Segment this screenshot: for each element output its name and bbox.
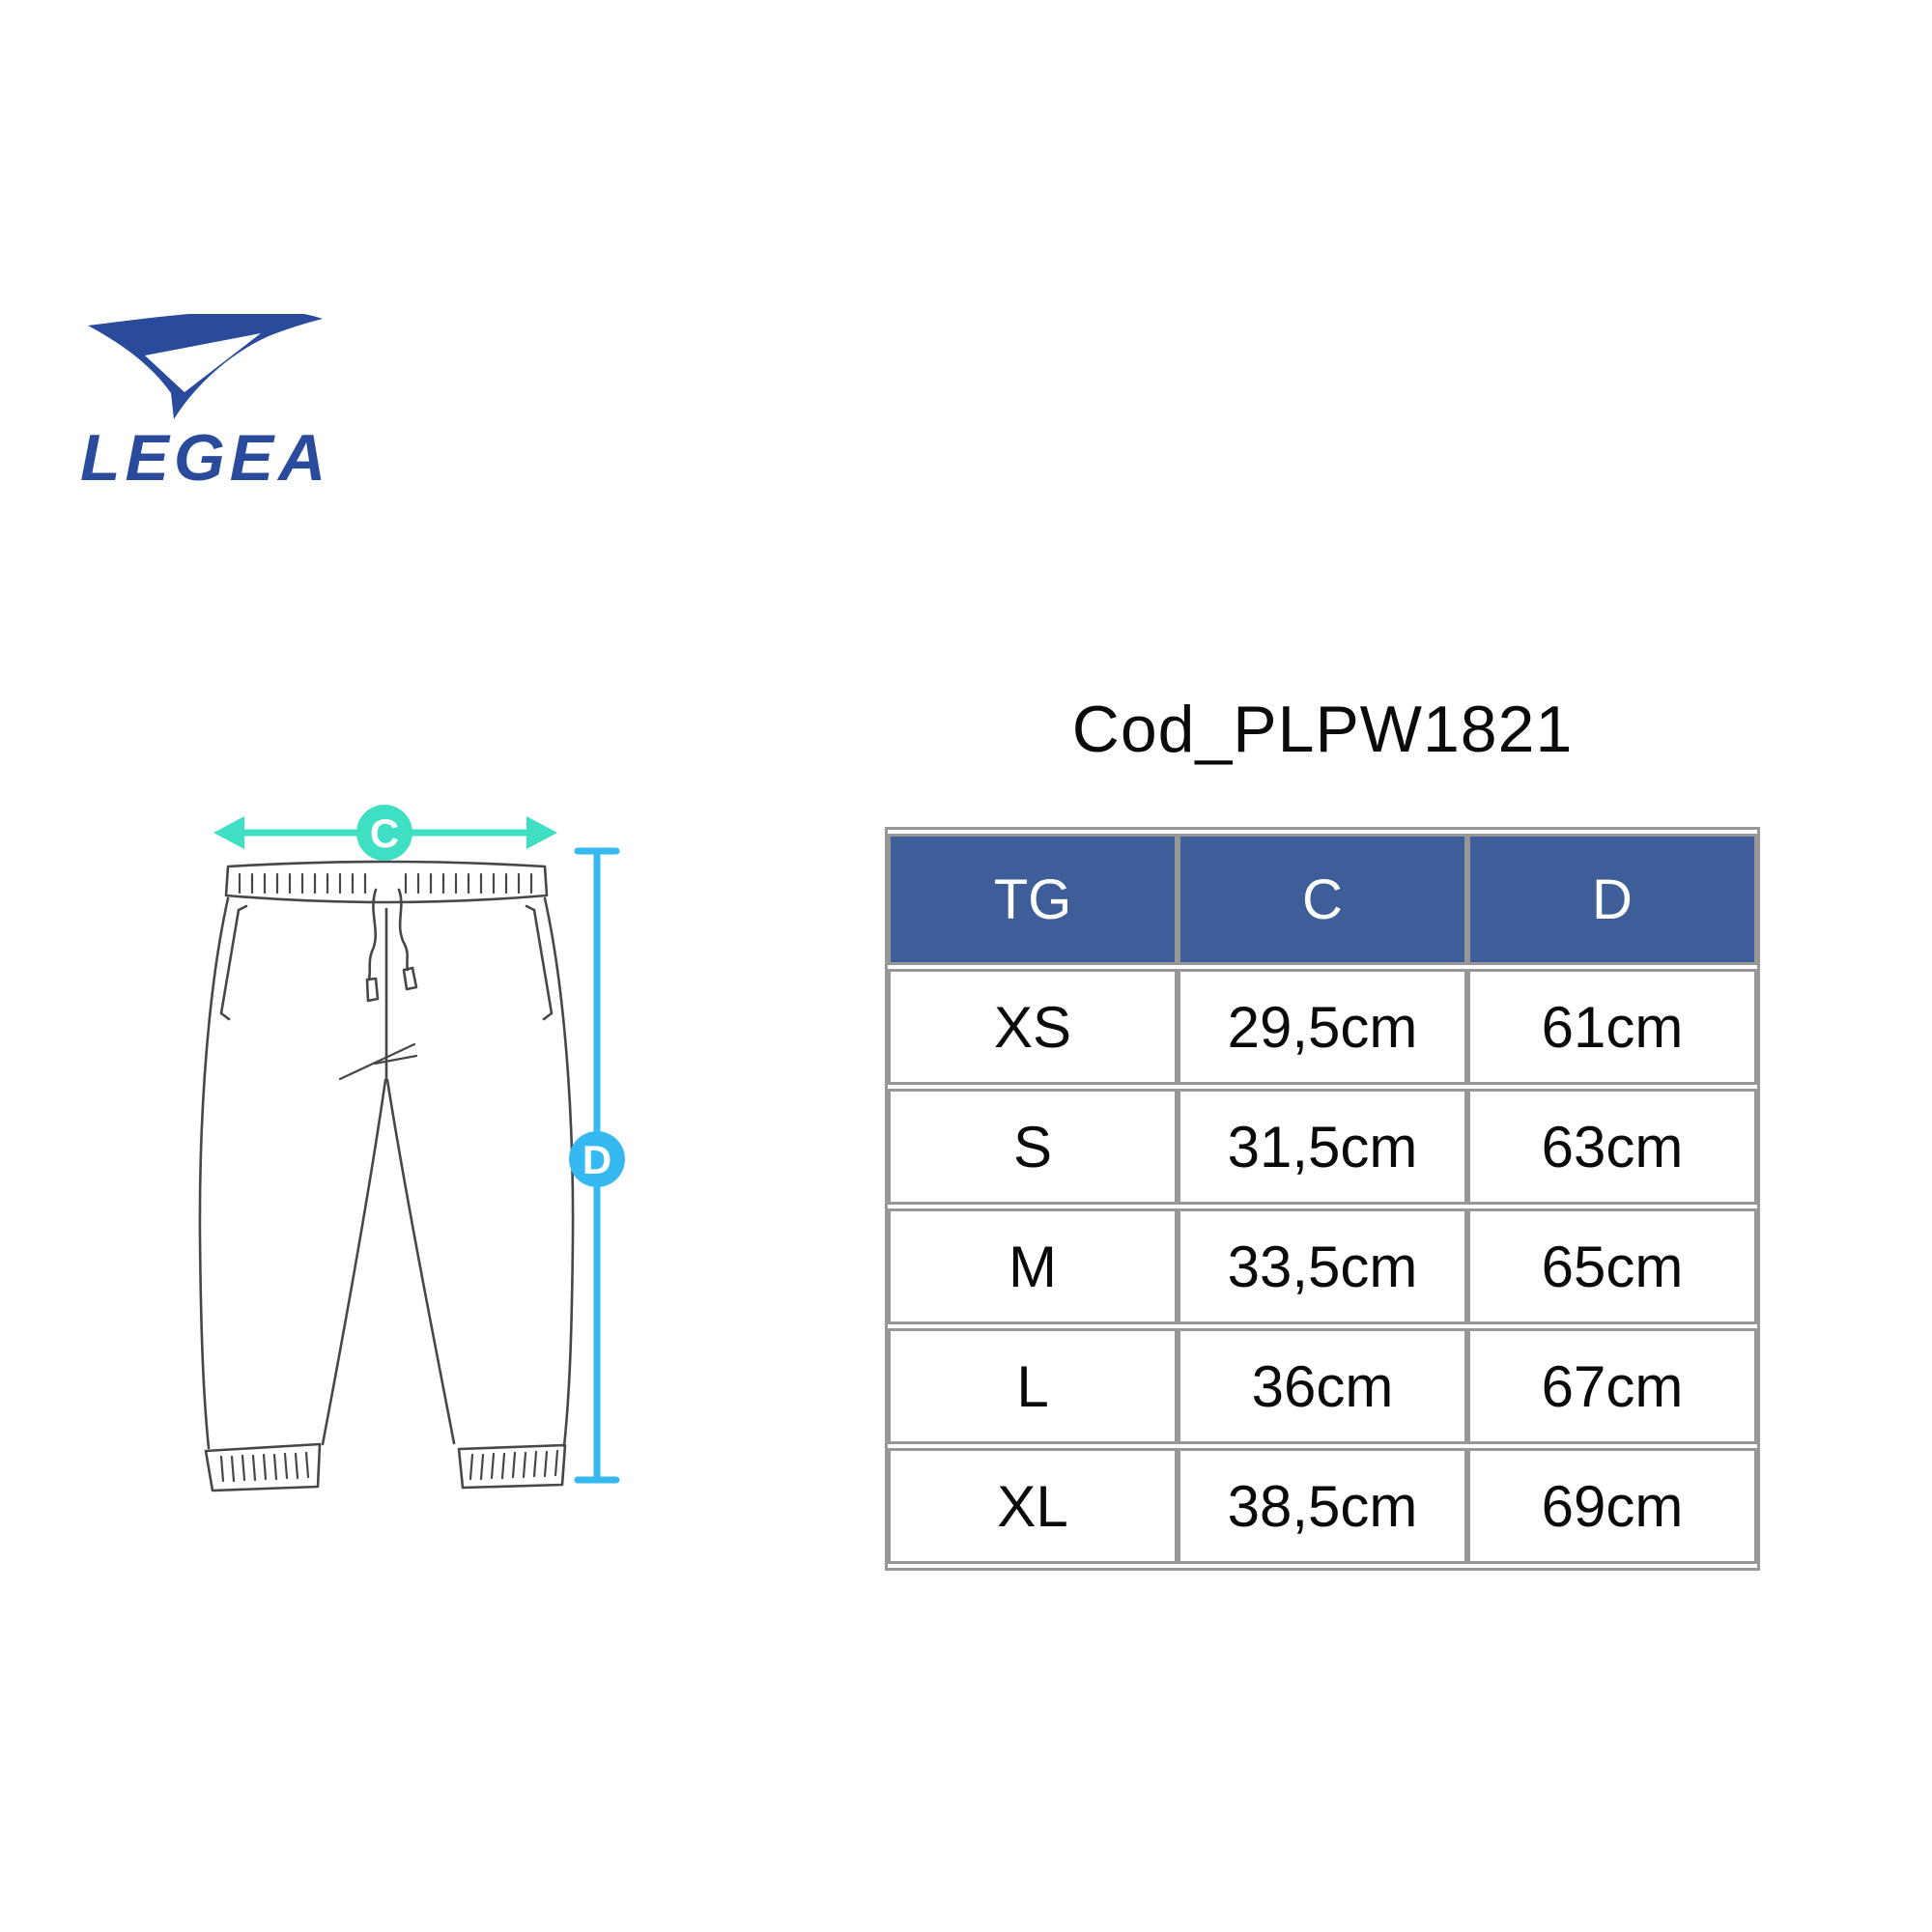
- c-value-cell: 36cm: [1178, 1328, 1467, 1444]
- swoosh-icon: [88, 314, 323, 419]
- brand-logo: LEGEA: [80, 242, 360, 502]
- length-measure-d: D: [569, 847, 625, 1484]
- size-cell: L: [888, 1328, 1178, 1444]
- d-value-cell: 61cm: [1467, 969, 1757, 1085]
- pants-outline: [198, 860, 575, 1492]
- size-cell: M: [888, 1208, 1178, 1324]
- length-label: D: [582, 1137, 611, 1182]
- col-header-size: TG: [888, 834, 1178, 965]
- arrow-right-icon: [526, 816, 557, 849]
- table-row: XL 38,5cm 69cm: [888, 1448, 1757, 1564]
- d-value-cell: 65cm: [1467, 1208, 1757, 1324]
- width-measure-c: C: [213, 805, 557, 861]
- col-header-d: D: [1467, 834, 1757, 965]
- d-value-cell: 69cm: [1467, 1448, 1757, 1564]
- size-table-header-row: TG C D: [888, 834, 1757, 965]
- d-value-cell: 67cm: [1467, 1328, 1757, 1444]
- width-label: C: [370, 810, 399, 856]
- width-badge: [356, 805, 412, 861]
- size-cell: S: [888, 1089, 1178, 1205]
- c-value-cell: 31,5cm: [1178, 1089, 1467, 1205]
- col-header-c: C: [1178, 834, 1467, 965]
- size-cell: XL: [888, 1448, 1178, 1564]
- pants-drawing: C D: [198, 805, 625, 1492]
- product-code-title: Cod_PLPW1821: [1071, 693, 1574, 766]
- table-row: S 31,5cm 63cm: [888, 1089, 1757, 1205]
- table-row: M 33,5cm 65cm: [888, 1208, 1757, 1324]
- table-row: L 36cm 67cm: [888, 1328, 1757, 1444]
- measurement-diagram: C D: [164, 792, 647, 1526]
- table-row: XS 29,5cm 61cm: [888, 969, 1757, 1085]
- size-cell: XS: [888, 969, 1178, 1085]
- c-value-cell: 29,5cm: [1178, 969, 1467, 1085]
- c-value-cell: 38,5cm: [1178, 1448, 1467, 1564]
- size-table: TG C D XS 29,5cm 61cm S 31,5cm 63cm M 33…: [885, 827, 1760, 1571]
- arrow-left-icon: [213, 816, 244, 849]
- c-value-cell: 33,5cm: [1178, 1208, 1467, 1324]
- d-value-cell: 63cm: [1467, 1089, 1757, 1205]
- brand-name: LEGEA: [80, 421, 331, 495]
- length-badge: [569, 1131, 625, 1187]
